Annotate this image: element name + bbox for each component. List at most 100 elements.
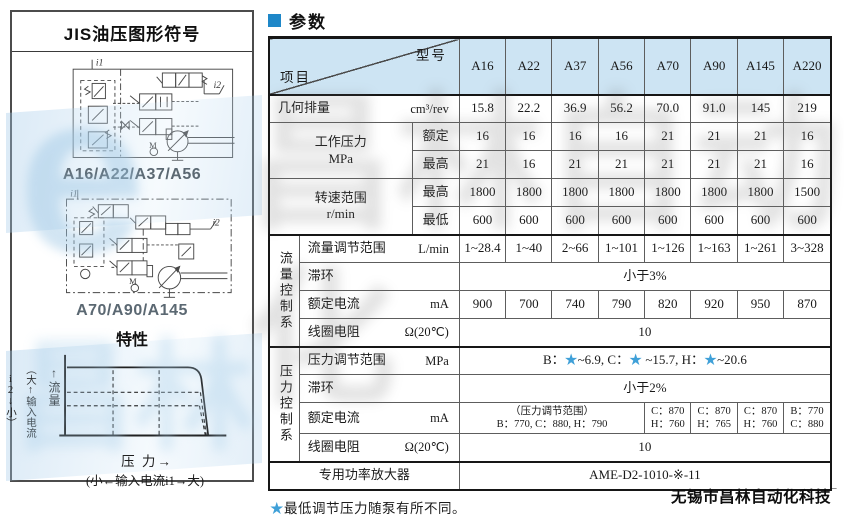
- value-cell: B：770 C：880: [783, 402, 832, 434]
- value-cell: 950: [736, 290, 785, 319]
- value-cell: 70.0: [644, 93, 692, 123]
- diagonal-header-cell: 型号 项目: [268, 37, 460, 95]
- value-cell: 219: [783, 93, 832, 123]
- row-label: 工作压力: [314, 134, 367, 150]
- value-cell: 600: [644, 206, 692, 235]
- value-cell: 600: [783, 206, 832, 235]
- value-cell: 16: [458, 122, 507, 151]
- company-mark: ¯: [830, 487, 837, 499]
- value-cell: 1500: [783, 178, 832, 207]
- value-cell: 21: [690, 122, 738, 151]
- model-header: A16: [458, 37, 507, 95]
- sub-label: 最高: [411, 150, 460, 179]
- diagram1-i2-label: i2: [214, 81, 222, 91]
- diagram1-caption: A16/A22/A37/A56: [62, 166, 202, 183]
- diagram2-caption: A70/A90/A145: [76, 302, 188, 319]
- value-cell: 21: [644, 122, 692, 151]
- flow-hysteresis-row: 滞环 小于3%: [269, 262, 832, 291]
- chart-y-inner-label: ↑流量: [47, 366, 61, 407]
- span-value-cell: 10: [458, 433, 832, 462]
- row-label: 压力调节范围: [307, 352, 386, 368]
- company-watermark-text: 无锡市昌林自动化科技¯: [670, 487, 837, 506]
- value-cell: 56.2: [597, 93, 646, 123]
- row-unit: mA: [430, 297, 449, 312]
- value-cell: 600: [736, 206, 785, 235]
- value-cell: 740: [551, 290, 599, 319]
- row-unit: Ω(20℃): [404, 440, 449, 455]
- value-cell: 1800: [505, 178, 553, 207]
- value-cell: 900: [458, 290, 507, 319]
- section-title: 参数: [289, 13, 327, 32]
- value-cell: 21: [597, 150, 646, 179]
- value-cell: 1~40: [505, 233, 553, 263]
- section-header: 参数: [268, 8, 327, 33]
- row-label: 额定电流: [307, 296, 360, 312]
- model-header: A70: [644, 37, 692, 95]
- pressure-coil-row: 线圈电阻 Ω(20℃) 10: [269, 433, 832, 462]
- value-cell: 16: [505, 150, 553, 179]
- value-cell: 2~66: [551, 233, 599, 263]
- flow-control-group-label: 流量控制系: [268, 233, 300, 347]
- row-unit: mA: [430, 410, 449, 425]
- value-cell: 1~101: [597, 233, 646, 263]
- span-value-cell: AME-D2-1010-※-11: [458, 460, 832, 490]
- model-header: A56: [597, 37, 646, 95]
- star-icon: ★: [270, 501, 284, 516]
- value-cell: 1800: [458, 178, 507, 207]
- pressure-rated-row: 工作压力 MPa 额定 16 16 16 16 21 21 21 16: [268, 122, 832, 179]
- value-cell: 21: [458, 150, 507, 179]
- row-unit: Ω(20℃): [404, 325, 449, 340]
- value-cell: 16: [505, 122, 553, 151]
- value-cell: 16: [783, 150, 832, 179]
- value-cell: 16: [551, 122, 599, 151]
- span-value-cell: 10: [458, 318, 832, 347]
- model-header: A145: [736, 37, 785, 95]
- value-cell: 1~28.4: [458, 233, 507, 263]
- diagram1-m-label: M: [149, 140, 157, 150]
- value-cell: 600: [690, 206, 738, 235]
- value-cell: 16: [783, 122, 832, 151]
- item-axis-label: 项目: [280, 69, 311, 85]
- span-value-cell: 小于2%: [458, 374, 832, 403]
- diagram2-i1-label: i1: [70, 189, 77, 199]
- pressure-hysteresis-row: 滞环 小于2%: [269, 374, 832, 403]
- jis-symbol-panel: JIS油压图形符号: [5, 10, 262, 488]
- span-value-cell: （压力调节范围） B：770, C：880, H：790: [458, 402, 646, 434]
- value-cell: 36.9: [551, 93, 599, 123]
- diagram1-i1-label: i1: [96, 58, 103, 68]
- model-header: A220: [783, 37, 832, 95]
- row-unit: MPa: [425, 353, 449, 368]
- value-cell: 1~126: [644, 233, 692, 263]
- row-label: 几何排量: [278, 100, 331, 116]
- characteristics-chart: （大↑输入电流i2↓小） ↑流量: [5, 352, 252, 450]
- chart-x-label: 压 力→: [121, 454, 173, 469]
- value-cell: 21: [736, 122, 785, 151]
- chart-y-outer-label: （大↑输入电流i2↓小）: [5, 364, 36, 438]
- sub-label: 最高: [411, 178, 460, 207]
- row-label: 专用功率放大器: [268, 460, 460, 490]
- speed-max-row: 转速范围 r/min 最高 1800 1800 1800 1800 1800 1…: [268, 178, 832, 235]
- value-cell: 600: [597, 206, 646, 235]
- table-header-row: 型号 项目 A16 A22 A37 A56 A70 A90 A145 A220: [268, 37, 832, 95]
- model-header: A90: [690, 37, 738, 95]
- hydraulic-circuit-a70-diagram: i1 i2 M: [66, 189, 232, 298]
- value-cell: C：870 H：760: [644, 402, 692, 434]
- value-cell: 1800: [690, 178, 738, 207]
- span-value-cell: B：★~6.9, C：★ ~15.7, H：★~20.6: [458, 345, 832, 375]
- displacement-row: 几何排量 cm³/rev 15.8 22.2 36.9 56.2 70.0 91…: [268, 93, 832, 123]
- row-label: 额定电流: [307, 409, 360, 425]
- value-cell: 1800: [597, 178, 646, 207]
- value-cell: C：870 H：765: [690, 402, 738, 434]
- value-cell: 920: [690, 290, 738, 319]
- value-cell: 1800: [551, 178, 599, 207]
- row-label: 线圈电阻: [307, 438, 360, 454]
- value-cell: 21: [551, 150, 599, 179]
- value-cell: 21: [690, 150, 738, 179]
- value-cell: 1800: [644, 178, 692, 207]
- value-cell: 22.2: [505, 93, 553, 123]
- diagram2-m-label: M: [129, 277, 137, 286]
- characteristics-title: 特性: [115, 332, 148, 349]
- flow-current-row: 额定电流 mA 900 700 740 790 820 920 950 870: [269, 290, 832, 319]
- value-cell: 91.0: [690, 93, 738, 123]
- pressure-control-group-label: 压力控制系: [268, 345, 300, 462]
